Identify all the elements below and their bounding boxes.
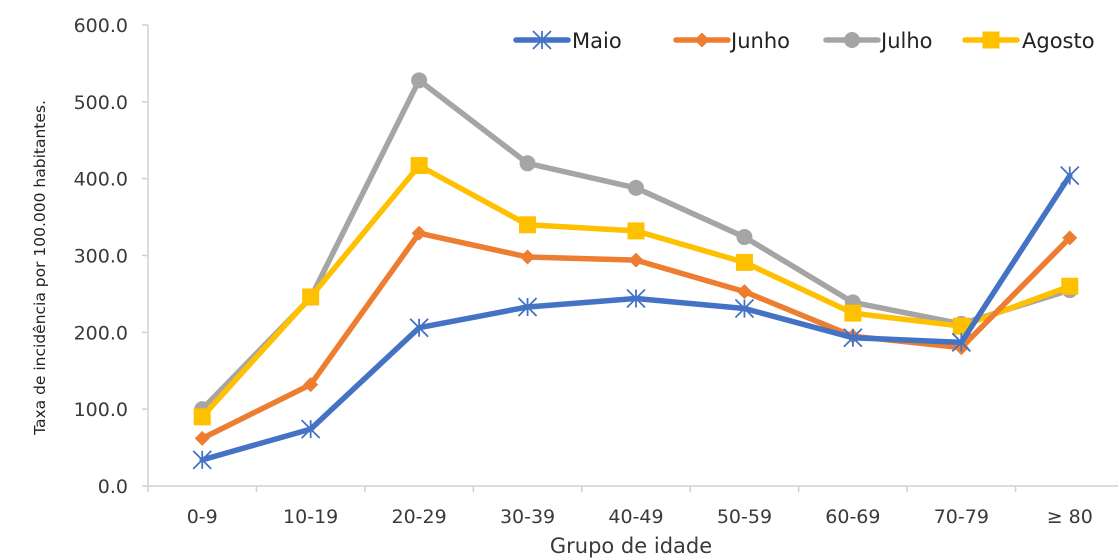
x-tick-label: 50-59 (717, 506, 772, 528)
x-tick-label: 60-69 (825, 506, 880, 528)
data-point (302, 288, 320, 306)
y-axis-ticks: 0.0 100.0 200.0 300.0 400.0 500.0 600.0 (74, 15, 148, 498)
legend-item-maio: Maio (513, 29, 622, 53)
x-axis-ticks: 0-9 10-19 20-29 30-39 40-49 50-59 60-69 70-79 ≥ … (147, 486, 1093, 528)
data-point (520, 249, 536, 265)
series (192, 72, 1080, 470)
data-point (411, 225, 427, 241)
series-agosto (193, 157, 1079, 426)
legend-label: Julho (879, 29, 933, 53)
series-maio (192, 165, 1080, 470)
data-point (628, 179, 644, 196)
x-tick-label: 40-49 (608, 506, 663, 528)
data-point (517, 297, 538, 317)
legend-label: Agosto (1022, 29, 1095, 53)
x-tick-label: 0-9 (187, 506, 218, 528)
legend-marker (532, 30, 552, 50)
y-tick-label: 600.0 (74, 15, 128, 37)
y-tick-label: 300.0 (74, 246, 128, 268)
legend-marker (844, 32, 860, 48)
data-point (736, 229, 753, 246)
data-point (734, 298, 755, 319)
legend-marker (982, 31, 1000, 49)
legend-item-julho: Julho (823, 29, 933, 53)
data-point (1060, 165, 1080, 186)
legend-item-agosto: Agosto (962, 29, 1095, 53)
y-tick-label: 100.0 (74, 399, 128, 421)
x-tick-label: 20-29 (392, 506, 447, 528)
data-point (628, 252, 644, 268)
data-point (736, 284, 752, 300)
data-point (1062, 230, 1078, 246)
y-axis-title: Taxa de incidência por 100.000 habitante… (31, 100, 49, 436)
axes (147, 25, 1118, 487)
data-point (194, 430, 210, 446)
legend: Maio Junho Julho Agosto (513, 29, 1095, 53)
data-point (735, 253, 753, 271)
data-point (301, 419, 321, 439)
data-point (410, 157, 428, 175)
legend-label: Junho (729, 29, 790, 53)
y-tick-label: 500.0 (74, 92, 128, 114)
data-point (411, 72, 428, 89)
legend-marker (694, 32, 710, 48)
data-point (844, 304, 862, 322)
series-line (199, 77, 1073, 412)
data-point (193, 408, 211, 426)
x-tick-label: 70-79 (934, 506, 989, 528)
data-point (626, 288, 646, 309)
data-point (519, 216, 537, 234)
data-point (952, 317, 970, 335)
legend-item-junho: Junho (673, 29, 790, 53)
data-point (519, 155, 536, 172)
x-tick-label: 10-19 (283, 506, 338, 528)
data-point (409, 318, 429, 338)
data-point (843, 328, 863, 348)
data-point (303, 377, 319, 393)
data-point (192, 450, 212, 470)
legend-label: Maio (572, 29, 622, 53)
x-tick-label: 30-39 (500, 506, 555, 528)
y-tick-label: 0.0 (98, 476, 128, 498)
data-point (951, 332, 971, 352)
y-tick-label: 200.0 (74, 322, 128, 344)
y-tick-label: 400.0 (74, 169, 128, 191)
data-point (627, 222, 645, 240)
x-axis-title: Grupo de idade (550, 534, 712, 558)
data-point (1061, 277, 1079, 295)
x-tick-label: ≥ 80 (1047, 506, 1093, 528)
